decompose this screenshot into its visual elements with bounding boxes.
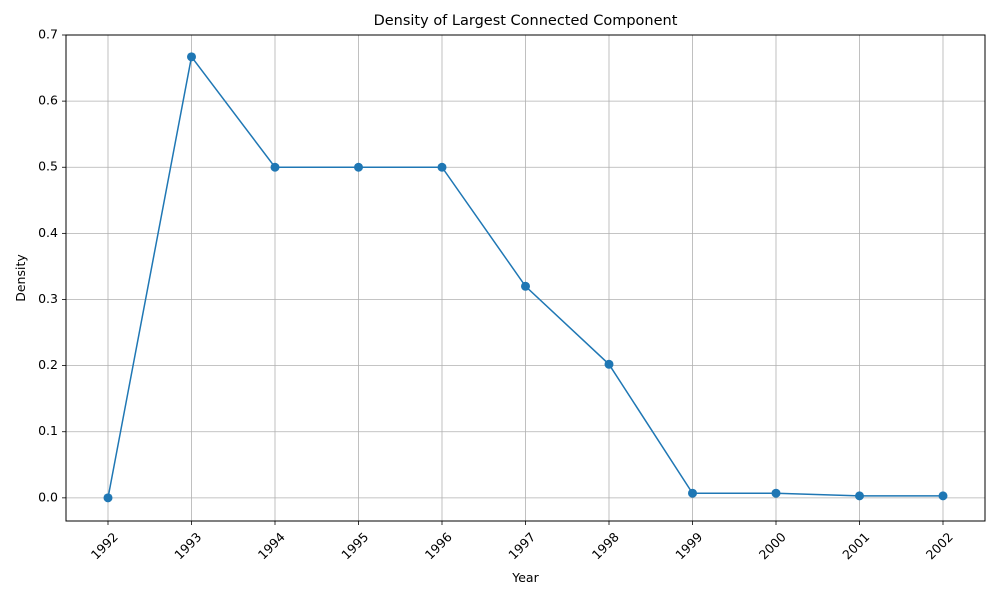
y-axis-ticks: 0.0 0.1 0.2 0.3 0.4 0.5 0.6 0.7 — [38, 27, 66, 504]
chart-title: Density of Largest Connected Component — [374, 13, 678, 29]
y-tick-label: 0.0 — [38, 489, 58, 504]
x-tick-label: 1995 — [338, 529, 371, 562]
x-tick-label: 2002 — [923, 529, 956, 562]
x-axis-ticks: 1992 1993 1994 1995 1996 1997 1998 1999 2000 2001… — [88, 521, 956, 562]
y-tick-label: 0.6 — [38, 93, 58, 108]
data-point — [688, 488, 697, 498]
y-tick-label: 0.4 — [38, 225, 58, 240]
x-tick-label: 1998 — [589, 529, 622, 562]
data-point — [270, 162, 280, 172]
x-tick-label: 1996 — [422, 529, 455, 562]
data-point — [771, 488, 781, 498]
data-point — [437, 162, 447, 172]
y-axis-label: Density — [13, 254, 28, 302]
x-axis-label: Year — [511, 570, 539, 585]
x-tick-label: 2001 — [839, 529, 872, 562]
y-tick-label: 0.2 — [38, 357, 58, 372]
data-point — [354, 162, 363, 172]
y-tick-label: 0.1 — [38, 423, 58, 438]
grid — [66, 34, 985, 521]
x-tick-label: 2000 — [756, 529, 789, 562]
data-point — [103, 493, 113, 503]
x-tick-label: 1999 — [672, 529, 705, 562]
x-tick-label: 1994 — [255, 529, 288, 562]
y-tick-label: 0.3 — [38, 291, 58, 306]
data-point — [521, 281, 530, 291]
x-tick-label: 1993 — [171, 529, 204, 562]
data-point — [604, 359, 614, 369]
x-tick-label: 1992 — [88, 529, 121, 562]
data-point — [187, 52, 196, 62]
data-point — [938, 491, 948, 501]
x-tick-label: 1997 — [505, 529, 538, 562]
y-tick-label: 0.5 — [38, 159, 58, 174]
y-tick-label: 0.7 — [38, 27, 58, 42]
data-point — [855, 491, 864, 501]
series-layer — [103, 52, 948, 503]
